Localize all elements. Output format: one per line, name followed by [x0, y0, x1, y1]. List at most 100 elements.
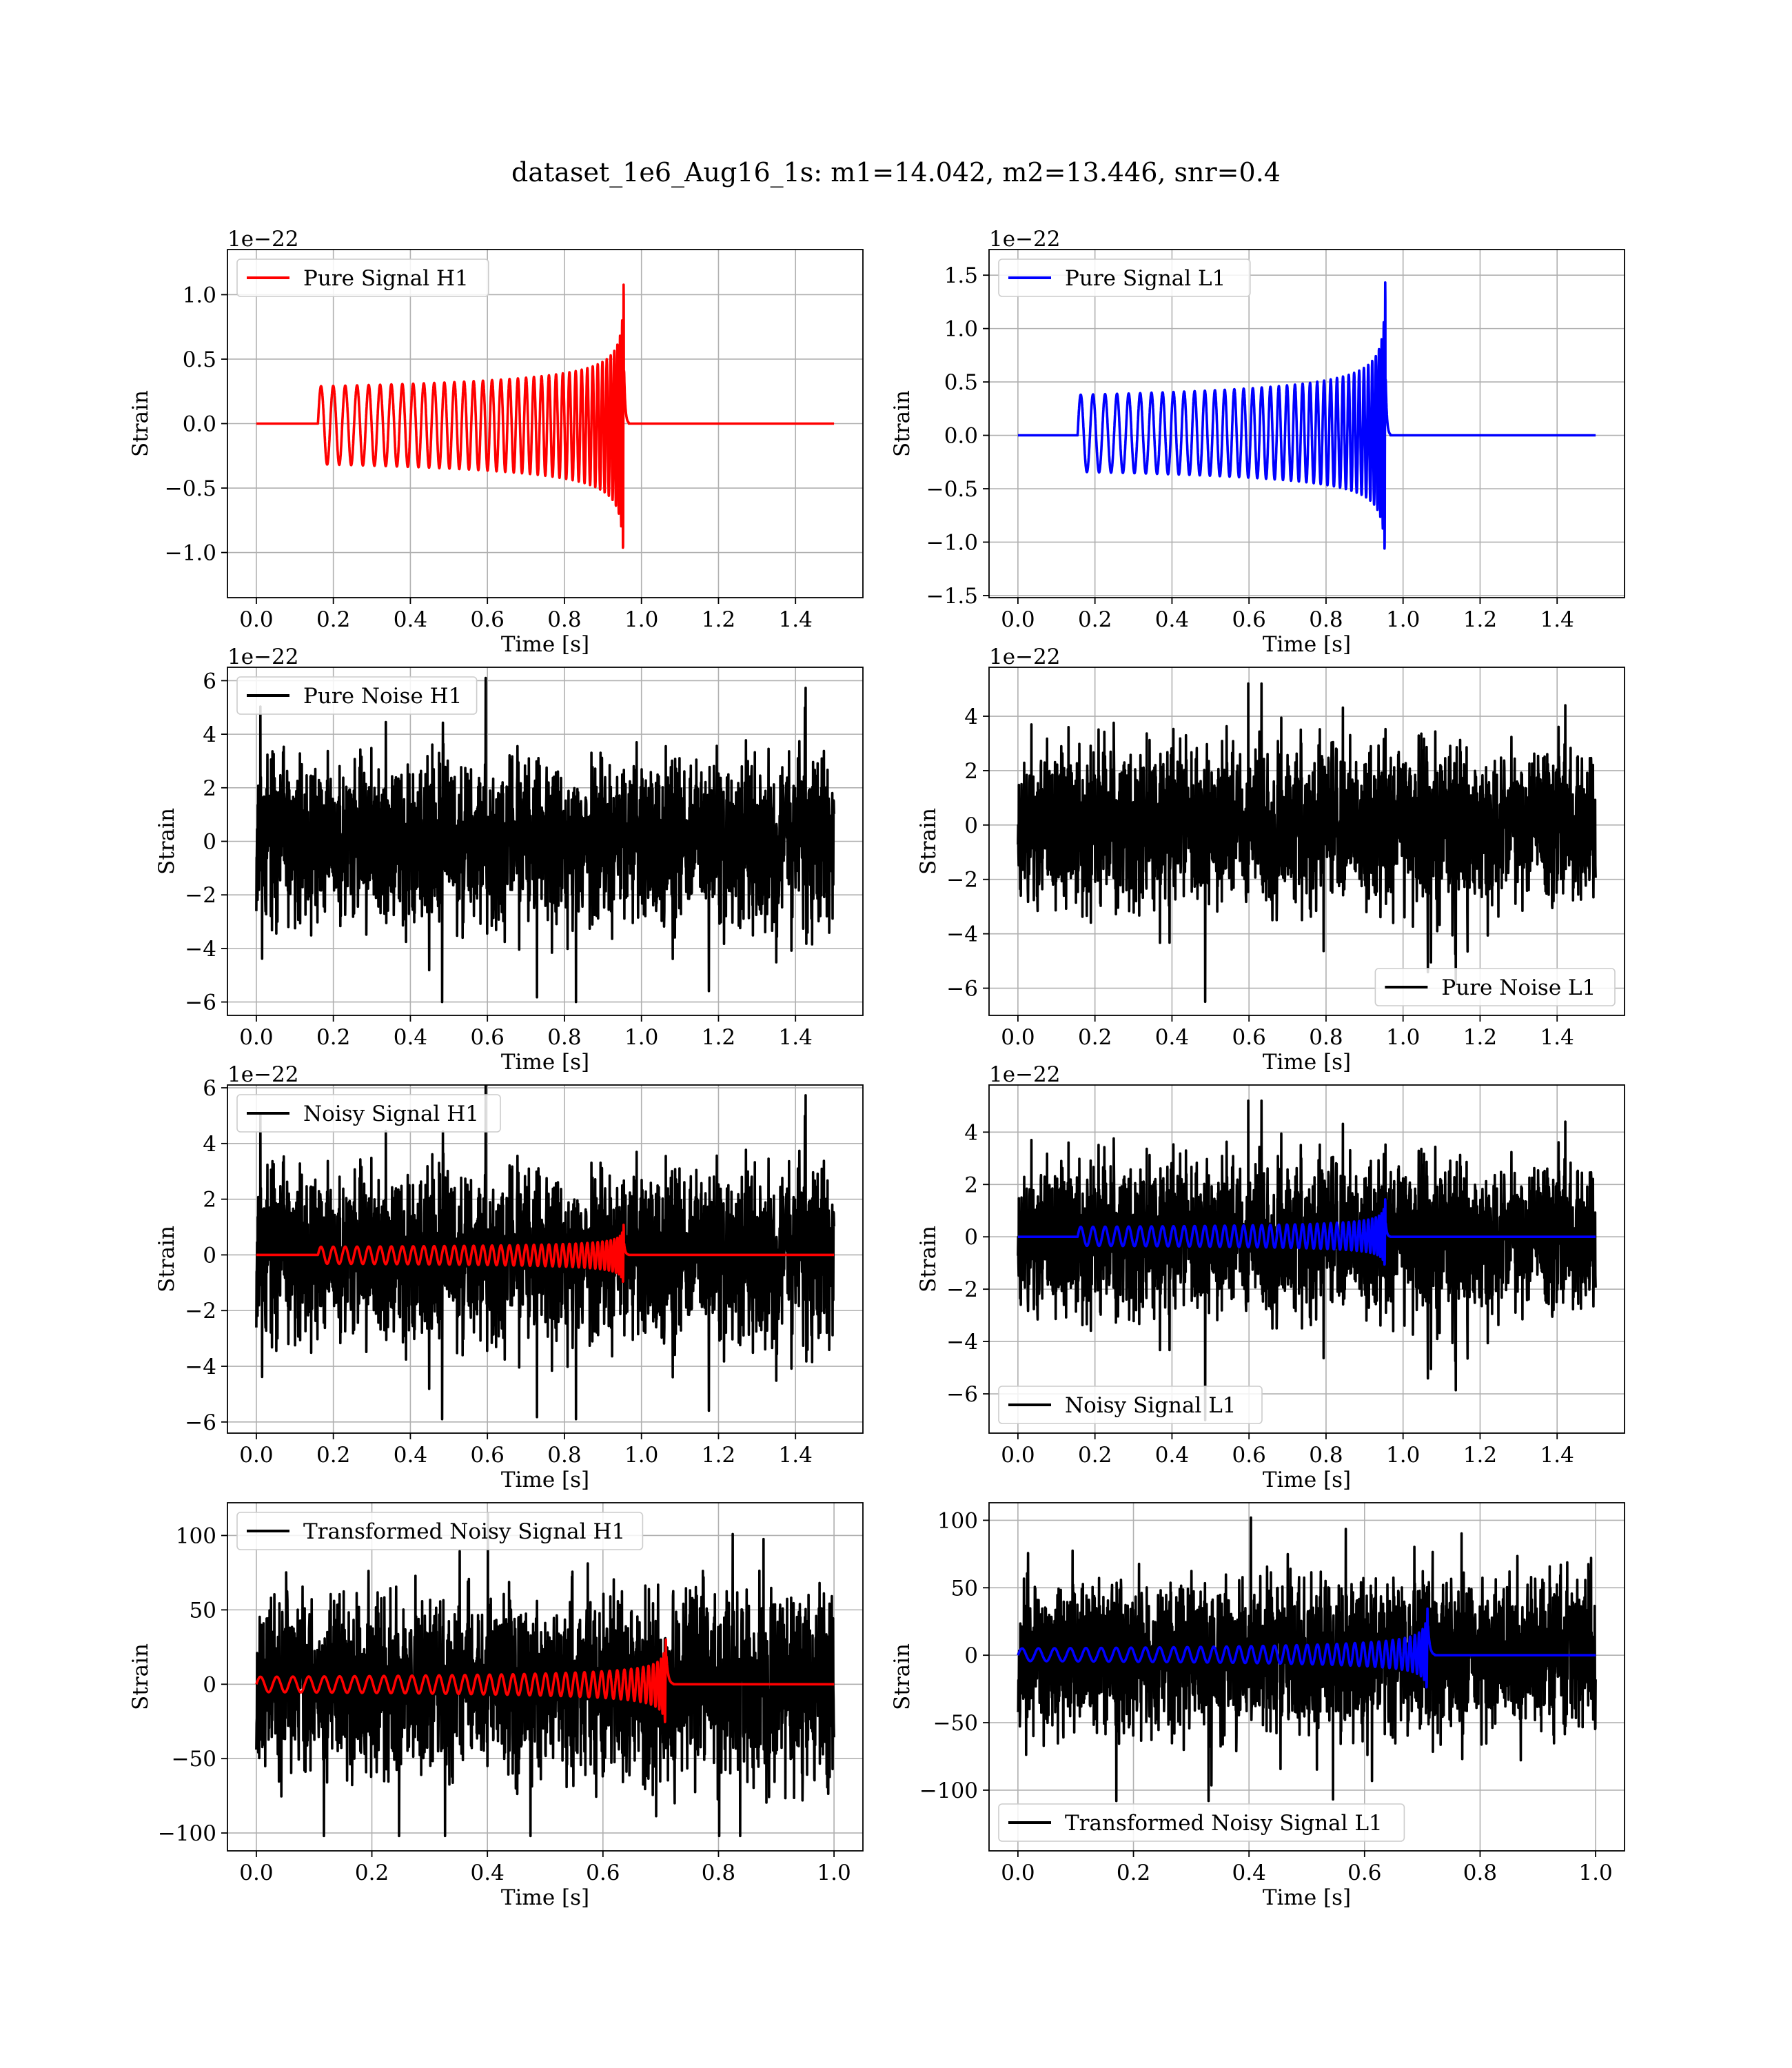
series-line-blue — [1017, 1198, 1597, 1266]
chart-panel-6: 0.0 0.2 0.4 0.6 0.8 1.0 1.2 1.4 −6 −4 −2 0 2 4 Time [s… — [916, 1062, 1625, 1492]
legend-box — [236, 676, 478, 715]
x-tick-label: 0.8 — [1463, 1861, 1497, 1885]
x-tick-label: 0.4 — [394, 1443, 427, 1468]
plot-area — [1017, 682, 1597, 1004]
x-tick-label: 1.4 — [1540, 607, 1574, 632]
x-tick-label: 0.6 — [471, 607, 505, 632]
x-tick-label: 1.4 — [779, 1025, 813, 1050]
chart-panel-1: 0.0 0.2 0.4 0.6 0.8 1.0 1.2 1.4 −1.0 −0.5 0.0 0.5 1.… — [128, 227, 864, 657]
legend-box — [1374, 968, 1616, 1006]
legend-box — [236, 1094, 501, 1133]
x-tick-label: 1.0 — [817, 1861, 851, 1885]
plot-area — [255, 1512, 835, 1838]
y-axis-label: Strain — [154, 808, 179, 875]
x-tick-label: 0.2 — [1117, 1861, 1150, 1885]
y-tick-label: 100 — [176, 1523, 216, 1548]
chart-panel-4: 0.0 0.2 0.4 0.6 0.8 1.0 1.2 1.4 −6 −4 −2 0 2 4 Time [s… — [916, 645, 1625, 1075]
series-line-red — [255, 1638, 835, 1723]
axes-frame — [988, 667, 1625, 1016]
legend: Transformed Noisy Signal H1 — [236, 1512, 644, 1550]
x-tick-label: 0.4 — [394, 607, 427, 632]
y-tick-label: −1.0 — [926, 530, 978, 555]
legend-box — [998, 258, 1251, 297]
y-tick-label: 0 — [964, 813, 978, 838]
legend-label: Pure Noise L1 — [1441, 975, 1596, 1000]
y-tick-label: 2 — [203, 1188, 216, 1213]
axes-frame — [988, 249, 1625, 598]
plot-area — [255, 1085, 835, 1421]
x-tick-label: 0.6 — [1232, 1443, 1266, 1468]
y-tick-label: −2 — [946, 1277, 978, 1302]
x-tick-label: 0.6 — [1232, 607, 1266, 632]
series-line-black — [255, 1512, 835, 1838]
x-tick-label: 0.4 — [1232, 1861, 1266, 1885]
legend-box — [236, 258, 489, 297]
legend: Pure Signal L1 — [998, 258, 1251, 297]
x-tick-label: 1.4 — [1540, 1443, 1574, 1468]
x-axis-label: Time [s] — [501, 1885, 589, 1910]
legend-label: Noisy Signal H1 — [303, 1102, 479, 1126]
legend-label: Noisy Signal L1 — [1065, 1393, 1236, 1418]
offset-text: 1e−22 — [989, 227, 1061, 252]
x-tick-label: 1.0 — [624, 1025, 658, 1050]
x-tick-label: 0.8 — [547, 1443, 581, 1468]
plot-area — [255, 283, 835, 549]
y-tick-label: 0 — [203, 830, 216, 855]
offset-text: 1e−22 — [227, 227, 299, 252]
series-line-blue — [1017, 1607, 1597, 1689]
x-tick-label: 0.0 — [239, 1025, 273, 1050]
chart-panel-7: 0.0 0.2 0.4 0.6 0.8 1.0 −100 −50 0 50 100 Time [s] S… — [128, 1502, 864, 1910]
x-tick-label: 1.0 — [624, 607, 658, 632]
x-tick-label: 0.6 — [1232, 1025, 1266, 1050]
legend: Pure Noise L1 — [1374, 968, 1616, 1006]
series-line-black — [1017, 1516, 1597, 1803]
legend: Transformed Noisy Signal L1 — [998, 1803, 1405, 1842]
x-axis-label: Time [s] — [501, 1050, 589, 1075]
y-tick-label: −50 — [172, 1747, 216, 1772]
x-tick-label: 0.2 — [316, 607, 350, 632]
x-tick-label: 0.6 — [471, 1443, 505, 1468]
y-tick-label: −6 — [185, 991, 216, 1015]
series-line-black — [255, 1085, 835, 1421]
legend-box — [236, 1512, 644, 1550]
offset-text: 1e−22 — [989, 645, 1061, 669]
legend-box — [998, 1803, 1405, 1842]
y-tick-label: 0.0 — [183, 412, 216, 437]
legend-label: Pure Signal L1 — [1065, 266, 1225, 291]
y-axis-label: Strain — [916, 1226, 941, 1292]
y-tick-label: 4 — [203, 1132, 216, 1157]
x-tick-label: 0.8 — [547, 607, 581, 632]
y-tick-label: −0.5 — [926, 477, 978, 502]
y-tick-label: −6 — [946, 1382, 978, 1407]
y-tick-label: 100 — [937, 1508, 978, 1533]
x-tick-label: 0.8 — [1309, 1025, 1343, 1050]
y-tick-label: 4 — [203, 722, 216, 747]
axes-frame — [227, 1084, 864, 1434]
y-tick-label: 2 — [203, 776, 216, 801]
y-tick-label: 4 — [964, 704, 978, 729]
x-tick-label: 0.0 — [1001, 607, 1035, 632]
legend: Noisy Signal H1 — [236, 1094, 501, 1133]
y-tick-label: 0.5 — [944, 370, 978, 395]
x-tick-label: 0.2 — [1078, 607, 1112, 632]
x-axis-label: Time [s] — [1263, 632, 1351, 657]
offset-text: 1e−22 — [227, 645, 299, 669]
x-tick-label: 0.2 — [1078, 1443, 1112, 1468]
y-axis-label: Strain — [890, 1643, 915, 1710]
y-tick-label: 6 — [203, 669, 216, 693]
x-tick-label: 0.2 — [316, 1025, 350, 1050]
x-tick-label: 0.0 — [1001, 1443, 1035, 1468]
x-tick-label: 0.6 — [471, 1025, 505, 1050]
x-tick-label: 0.4 — [471, 1861, 505, 1885]
y-tick-label: −100 — [158, 1821, 216, 1846]
y-axis-label: Strain — [916, 808, 941, 875]
y-tick-label: −2 — [185, 1299, 216, 1324]
x-tick-label: 0.0 — [239, 1861, 273, 1885]
x-tick-label: 0.4 — [1155, 1025, 1189, 1050]
x-tick-label: 0.4 — [394, 1025, 427, 1050]
y-axis-label: Strain — [154, 1226, 179, 1292]
x-tick-label: 1.2 — [1463, 1443, 1497, 1468]
axes-frame — [227, 1502, 864, 1852]
x-tick-label: 1.2 — [1463, 1025, 1497, 1050]
